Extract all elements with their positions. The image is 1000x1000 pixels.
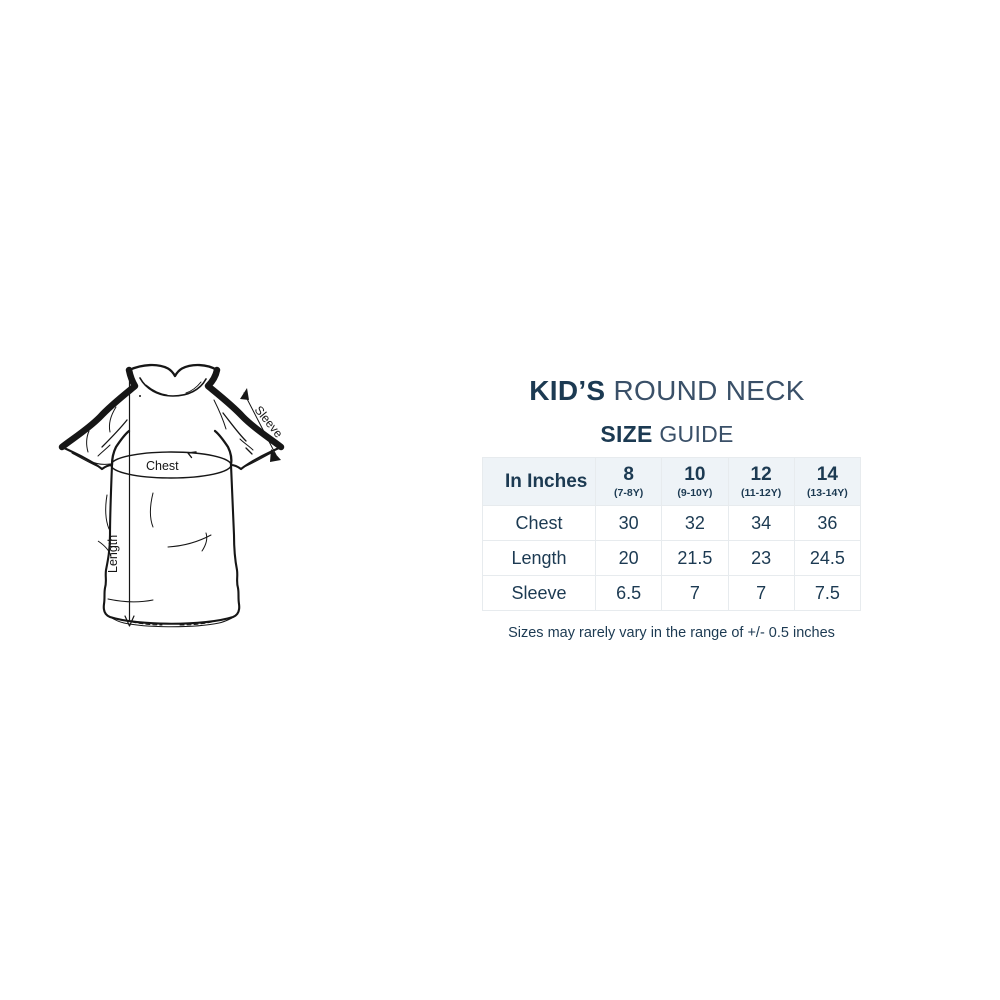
svg-text:Chest: Chest xyxy=(146,459,179,473)
svg-text:Length: Length xyxy=(106,535,120,573)
